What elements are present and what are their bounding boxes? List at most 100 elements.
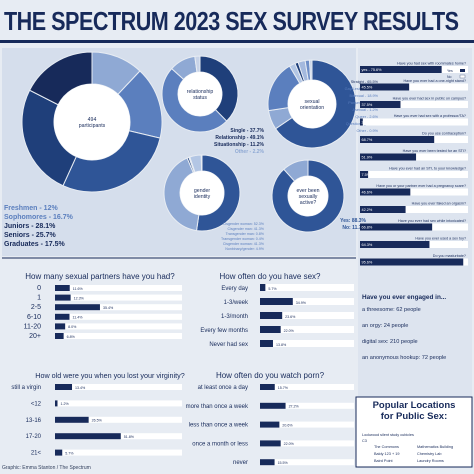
yes-no-question: Have you ever had sex while intoxicated? xyxy=(398,219,466,223)
yes-no-track xyxy=(360,171,468,178)
partners-title: How many sexual partners have you had? xyxy=(25,272,175,281)
yes-no-bar xyxy=(360,258,464,266)
yes-no-question: Have you or your partner ever had a preg… xyxy=(376,184,466,188)
porn-bar xyxy=(260,384,275,390)
yes-no-bar xyxy=(360,153,417,161)
frequency-value-label: 23.6% xyxy=(285,315,296,319)
orientation-legend-label: Asexual - 1.2% xyxy=(352,108,378,112)
frequency-category-label: 1-3/month xyxy=(221,314,248,320)
no-legend-label: No xyxy=(447,75,452,79)
frequency-category-label: Every few months xyxy=(200,328,248,334)
participants-legend-label: Seniors - 25.7% xyxy=(4,232,57,239)
yes-no-question: Have you had sex with roommates home? xyxy=(397,62,466,66)
relationship-legend-label: Relationship - 49.1% xyxy=(215,135,264,141)
frequency-value-label: 34.9% xyxy=(296,301,307,305)
yes-no-question: Have you ever used a sex toy? xyxy=(415,237,466,241)
frequency-bar-track xyxy=(260,312,354,319)
locations-title: Popular Locations xyxy=(373,400,456,411)
yes-no-bar xyxy=(360,136,435,143)
yes-no-bar xyxy=(360,171,369,178)
frequency-bar-track xyxy=(260,284,354,291)
porn-bar xyxy=(260,459,275,466)
partners-bar xyxy=(55,304,100,311)
frequency-value-label: 13.8% xyxy=(276,343,287,347)
participants-legend-label: Juniors - 28.1% xyxy=(4,223,56,230)
partners-category-label: 0 xyxy=(37,285,41,292)
gender-legend-label: Transgender woman: 0.4% xyxy=(221,237,265,241)
porn-title: How often do you watch porn? xyxy=(216,371,325,380)
yes-no-value-label: 68.7% xyxy=(362,138,373,142)
frequency-bar xyxy=(260,312,283,319)
gender-legend-label: Nonbinary/gender: 4.9% xyxy=(225,247,265,251)
participants-center-label: 494 xyxy=(88,117,97,123)
virginity-bar xyxy=(55,384,73,390)
yes-no-value-label: 66.8% xyxy=(362,226,373,230)
participants-center-label: participants xyxy=(79,123,106,129)
no-legend-swatch xyxy=(459,74,466,79)
orientation-legend-label: Bisexual - 18.9% xyxy=(350,94,379,98)
frequency-title: How often do you have sex? xyxy=(220,272,322,281)
porn-bar-track xyxy=(260,421,354,428)
frequency-value-label: 5.7% xyxy=(268,287,277,291)
porn-category-label: never xyxy=(233,460,248,466)
frequency-value-label: 22.0% xyxy=(284,329,295,333)
engaged-item: digital sex: 210 people xyxy=(362,339,418,345)
virginity-bar-track xyxy=(55,384,182,390)
participants-legend-label: Freshmen - 12% xyxy=(4,205,58,212)
yes-no-value-label: 95.6% xyxy=(362,261,373,265)
engaged-title: Have you ever engaged in... xyxy=(362,294,446,301)
partners-bar xyxy=(55,285,70,291)
partners-value-label: 35.4% xyxy=(103,306,114,310)
porn-category-label: at least once a day xyxy=(198,385,248,391)
relationship-legend-label: Other - 2.2% xyxy=(235,149,265,155)
porn-bar xyxy=(260,440,281,447)
engaged-item: a threesome: 62 people xyxy=(362,307,421,313)
yes-no-question: Have you ever had sex in public on campu… xyxy=(393,97,466,101)
partners-value-label: 8.0% xyxy=(68,325,77,329)
yes-no-value-label: 7.5% xyxy=(362,173,371,177)
frequency-bar xyxy=(260,298,293,305)
yes-no-bar xyxy=(360,83,410,91)
partners-bar-track xyxy=(55,304,182,311)
yes-no-question: Have you ever faked an orgasm? xyxy=(412,202,466,206)
relationship-center-label: relationship xyxy=(187,89,214,95)
yes-legend-label: Yes xyxy=(447,69,453,73)
relationship-legend-label: Single - 37.7% xyxy=(230,128,264,134)
partners-category-label: 20+ xyxy=(29,333,41,340)
relationship-center xyxy=(178,72,222,116)
yes-no-bar xyxy=(360,223,433,231)
virginity-category-label: 13-16 xyxy=(26,418,42,424)
partners-bar xyxy=(55,313,70,320)
location-item: C3 xyxy=(362,439,367,443)
partners-bar-track xyxy=(55,333,182,339)
relationship-center-label: status xyxy=(193,95,207,101)
orientation-legend-label: Queer - 2.6% xyxy=(355,115,378,119)
yes-no-value-label: 42.2% xyxy=(362,208,373,212)
gender-center xyxy=(180,171,224,215)
partners-bar-track xyxy=(55,323,182,330)
sexually_active-center-label: active? xyxy=(300,200,317,206)
gender-legend-label: Cisgender woman: 52.3% xyxy=(223,222,265,226)
yes-no-question: Do you masturbate? xyxy=(433,254,466,258)
yes-no-question: Do you use contraception? xyxy=(422,132,466,136)
orientation-legend-label: Other - 0.9% xyxy=(356,129,378,133)
frequency-bar-track xyxy=(260,326,354,333)
partners-bar-track xyxy=(55,294,182,301)
partners-category-label: 2-5 xyxy=(31,304,41,311)
yes-legend-swatch xyxy=(460,69,465,72)
yes-no-track xyxy=(360,188,468,196)
yes-no-value-label: 51.9% xyxy=(362,156,373,160)
virginity-bar xyxy=(55,449,63,456)
virginity-bar-track xyxy=(55,400,182,407)
yes-no-bar xyxy=(360,188,411,196)
participants-center xyxy=(54,84,130,160)
sexually_active-center-label: sexually xyxy=(299,194,318,200)
porn-value-label: 22.0% xyxy=(284,442,295,446)
relationship-legend-label: Situationship - 11.2% xyxy=(214,142,265,148)
orientation-center-label: orientation xyxy=(300,105,324,111)
participants-legend-label: Graduates - 17.5% xyxy=(4,241,65,248)
porn-bar xyxy=(260,421,280,428)
bottom-panel xyxy=(2,258,356,464)
participants-legend-label: Sophomores - 16.7% xyxy=(4,214,74,221)
